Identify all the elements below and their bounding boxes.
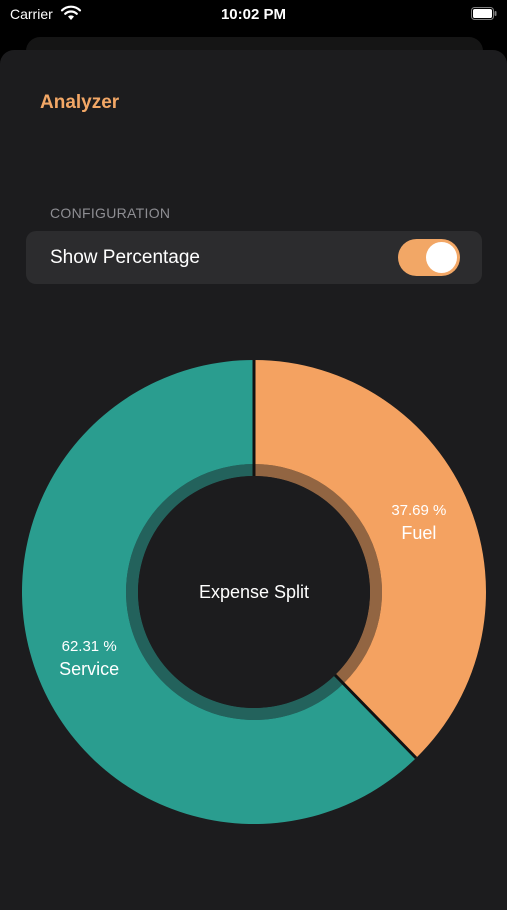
slice-service-percent: 62.31 % bbox=[62, 638, 117, 655]
page-title: Analyzer bbox=[40, 92, 120, 113]
chart-center-hole bbox=[138, 476, 370, 708]
slice-service[interactable] bbox=[21, 360, 417, 824]
slice-separator bbox=[333, 673, 418, 760]
show-percentage-cell: Show Percentage bbox=[26, 231, 482, 284]
slice-fuel-percent: 37.69 % bbox=[391, 502, 446, 519]
status-bar: Carrier 10:02 PM bbox=[0, 0, 507, 30]
carrier-label: Carrier bbox=[10, 6, 53, 22]
configuration-header: CONFIGURATION bbox=[50, 205, 171, 221]
expense-donut-chart: Expense Split 37.69 % Fuel 62.31 % Servi… bbox=[21, 360, 486, 824]
slice-service-name: Service bbox=[59, 659, 119, 679]
slice-fuel-name: Fuel bbox=[401, 523, 436, 543]
show-percentage-toggle[interactable] bbox=[398, 239, 460, 276]
battery-icon bbox=[471, 7, 497, 20]
inner-ring-service bbox=[125, 464, 344, 720]
status-time: 10:02 PM bbox=[220, 6, 287, 23]
wifi-icon bbox=[60, 5, 82, 20]
show-percentage-label: Show Percentage bbox=[50, 247, 200, 268]
toggle-knob bbox=[426, 242, 457, 273]
slice-fuel[interactable] bbox=[254, 360, 486, 758]
chart-center-title: Expense Split bbox=[199, 582, 309, 602]
inner-ring-fuel bbox=[254, 464, 382, 684]
